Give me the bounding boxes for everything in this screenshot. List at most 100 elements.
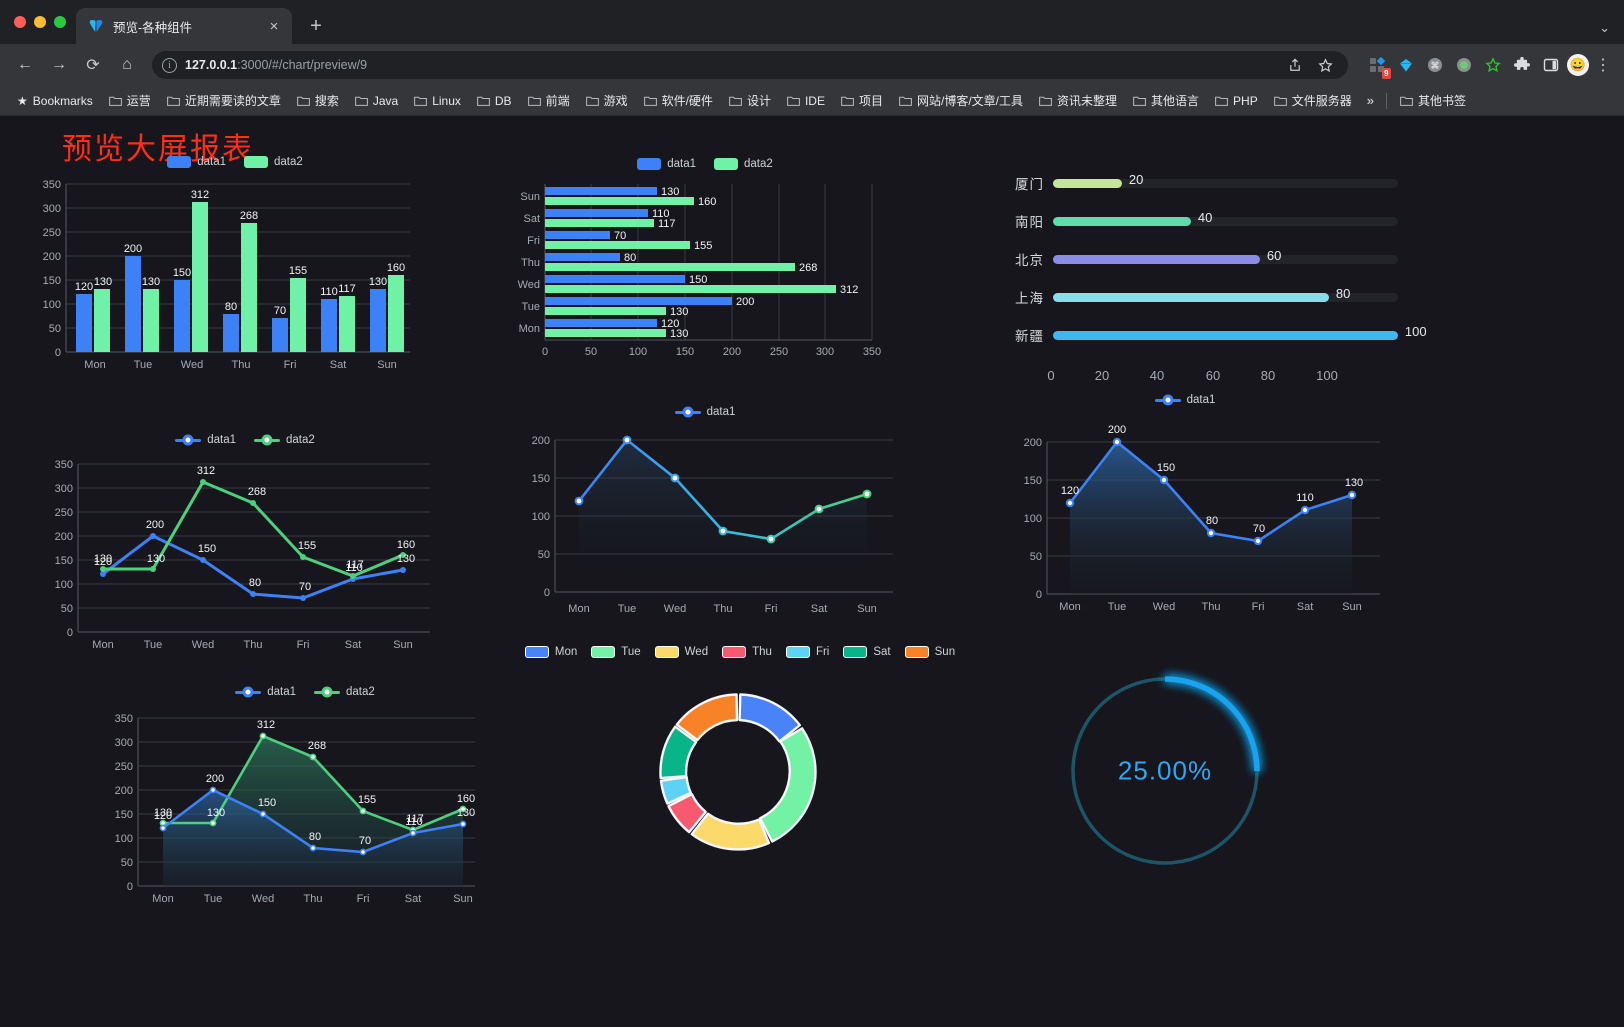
legend-item-sat[interactable]: Sat — [843, 646, 891, 658]
legend-item-data1[interactable]: data1 — [1154, 394, 1215, 406]
chart-area-single[interactable]: data1 — [985, 394, 1385, 624]
legend-item-data2[interactable]: data2 — [314, 686, 375, 698]
svg-text:200: 200 — [1108, 424, 1126, 436]
legend-item-sun[interactable]: Sun — [904, 646, 955, 658]
chart-progress-bars[interactable]: 厦门 20 南阳 40 北京 60 — [998, 164, 1427, 414]
profile-avatar[interactable]: 😀 — [1567, 54, 1589, 76]
progress-label: 上海 — [1015, 291, 1044, 306]
svg-text:50: 50 — [61, 603, 73, 615]
bookmarks-root[interactable]: ★ Bookmarks — [10, 91, 100, 111]
progress-row-xinjiang[interactable]: 新疆 100 — [998, 316, 1427, 354]
home-button[interactable]: ⌂ — [122, 56, 132, 73]
bookmark-folder-13[interactable]: 资讯未整理 — [1032, 89, 1124, 112]
bookmark-folder-12[interactable]: 网站/博客/文章/工具 — [892, 89, 1030, 112]
progress-row-xiamen[interactable]: 厦门 20 — [998, 164, 1398, 202]
progress-track: 20 — [1053, 172, 1398, 188]
svg-text:130: 130 — [670, 306, 688, 318]
grid-blue-icon[interactable]: 9 — [1364, 52, 1391, 79]
bookmark-folder-10[interactable]: IDE — [780, 91, 832, 111]
x-axis-ticks: 0 50 100 150 200 250 300 350 — [542, 346, 881, 358]
bookmark-star-icon[interactable] — [1312, 52, 1338, 78]
bookmark-folder-15[interactable]: PHP — [1208, 91, 1265, 111]
browser-tab[interactable]: 预览-各种组件 × — [76, 8, 292, 44]
browser-menu-button[interactable]: ⋮ — [1595, 57, 1611, 74]
svg-text:70: 70 — [359, 835, 371, 847]
bookmark-folder-14[interactable]: 其他语言 — [1126, 89, 1206, 112]
legend-item-data2[interactable]: data2 — [254, 434, 315, 446]
svg-text:350: 350 — [863, 346, 881, 358]
svg-text:100: 100 — [629, 346, 647, 358]
svg-text:80: 80 — [1206, 515, 1218, 527]
site-info-icon[interactable]: i — [162, 57, 177, 73]
bookmarks-overflow-button[interactable]: » — [1366, 93, 1374, 108]
legend-item-thu[interactable]: Thu — [722, 646, 772, 658]
progress-row-beijing[interactable]: 北京 60 — [998, 240, 1398, 278]
folder-icon — [108, 95, 122, 106]
bookmark-folder-6[interactable]: 前端 — [521, 89, 577, 112]
puzzle-icon[interactable] — [1509, 52, 1535, 78]
close-window-button[interactable] — [14, 16, 26, 28]
bookmark-folder-2[interactable]: 搜索 — [290, 89, 346, 112]
legend-item-data1[interactable]: data1 — [175, 434, 236, 446]
bookmark-folder-4[interactable]: Linux — [407, 91, 468, 111]
chart-gauge-ring[interactable]: 25.00% — [1040, 646, 1290, 896]
address-bar[interactable]: i 127.0.0.1:3000/#/chart/preview/9 — [152, 51, 1348, 79]
chart-donut-pie[interactable]: Mon Tue Wed Thu Fri — [520, 646, 960, 896]
chart-line-dual[interactable]: data1 data2 — [30, 434, 460, 664]
bookmark-folder-3[interactable]: Java — [348, 91, 405, 111]
legend-item-tue[interactable]: Tue — [591, 646, 641, 658]
legend: data1 — [505, 406, 905, 418]
legend-item-data2[interactable]: data2 — [714, 158, 773, 170]
bookmark-folder-9[interactable]: 设计 — [722, 89, 778, 112]
other-bookmarks-folder[interactable]: 其他书签 — [1393, 89, 1473, 112]
star-outline-icon[interactable] — [1480, 52, 1506, 78]
legend-item-data1[interactable]: data1 — [235, 686, 296, 698]
new-tab-button[interactable]: + — [310, 14, 322, 37]
back-button[interactable]: ← — [17, 56, 33, 73]
progress-row-shanghai[interactable]: 上海 80 — [998, 278, 1398, 316]
svg-text:155: 155 — [289, 265, 307, 277]
chart-vertical-bar[interactable]: data1 data2 — [20, 156, 450, 386]
legend-item-mon[interactable]: Mon — [524, 646, 577, 658]
chart-area-dual[interactable]: data1 data2 — [90, 686, 520, 916]
maximize-window-button[interactable] — [54, 16, 66, 28]
bookmark-folder-8[interactable]: 软件/硬件 — [637, 89, 720, 112]
bar — [545, 197, 694, 205]
bookmark-folder-11[interactable]: 项目 — [834, 89, 890, 112]
chevron-down-icon[interactable]: ⌄ — [1599, 20, 1610, 35]
reload-button[interactable]: ⟳ — [86, 57, 100, 74]
svg-text:200: 200 — [736, 296, 754, 308]
legend-item-data1[interactable]: data1 — [167, 156, 226, 168]
share-icon[interactable] — [1282, 52, 1308, 78]
legend-item-fri[interactable]: Fri — [785, 646, 829, 658]
command-icon[interactable]: ⌘ — [1422, 52, 1448, 78]
legend-item-data2[interactable]: data2 — [244, 156, 303, 168]
sidepanel-icon[interactable] — [1538, 52, 1564, 78]
legend: data1 data2 — [20, 156, 450, 168]
svg-text:Tue: Tue — [204, 893, 223, 904]
progress-row-nanyang[interactable]: 南阳 40 — [998, 202, 1398, 240]
svg-text:312: 312 — [191, 189, 209, 201]
gridlines — [77, 463, 430, 633]
svg-text:312: 312 — [840, 284, 858, 296]
bookmark-label: 其他语言 — [1151, 94, 1200, 108]
pie-slice-mon — [738, 693, 801, 743]
bookmark-folder-0[interactable]: 运营 — [102, 89, 158, 112]
circle-green-icon[interactable] — [1451, 52, 1477, 78]
minimize-window-button[interactable] — [34, 16, 46, 28]
extensions-area: 9 ⌘ 😀 ⋮ — [1358, 52, 1614, 79]
close-tab-button[interactable]: × — [269, 17, 279, 35]
legend-item-wed[interactable]: Wed — [654, 646, 708, 658]
diamond-icon[interactable] — [1393, 52, 1419, 78]
forward-button[interactable]: → — [51, 56, 67, 73]
legend-item-data1[interactable]: data1 — [637, 158, 696, 170]
chart-horizontal-bar[interactable]: data1 data2 — [505, 158, 905, 388]
bookmark-folder-16[interactable]: 文件服务器 — [1267, 89, 1359, 112]
bookmark-folder-5[interactable]: DB — [470, 91, 519, 111]
bookmark-folder-7[interactable]: 游戏 — [579, 89, 635, 112]
svg-text:110: 110 — [345, 562, 363, 574]
legend-item-data1[interactable]: data1 — [674, 406, 735, 418]
chart-line-gradient[interactable]: data1 — [505, 406, 905, 636]
svg-text:110: 110 — [405, 816, 423, 828]
bookmark-folder-1[interactable]: 近期需要读的文章 — [160, 89, 288, 112]
